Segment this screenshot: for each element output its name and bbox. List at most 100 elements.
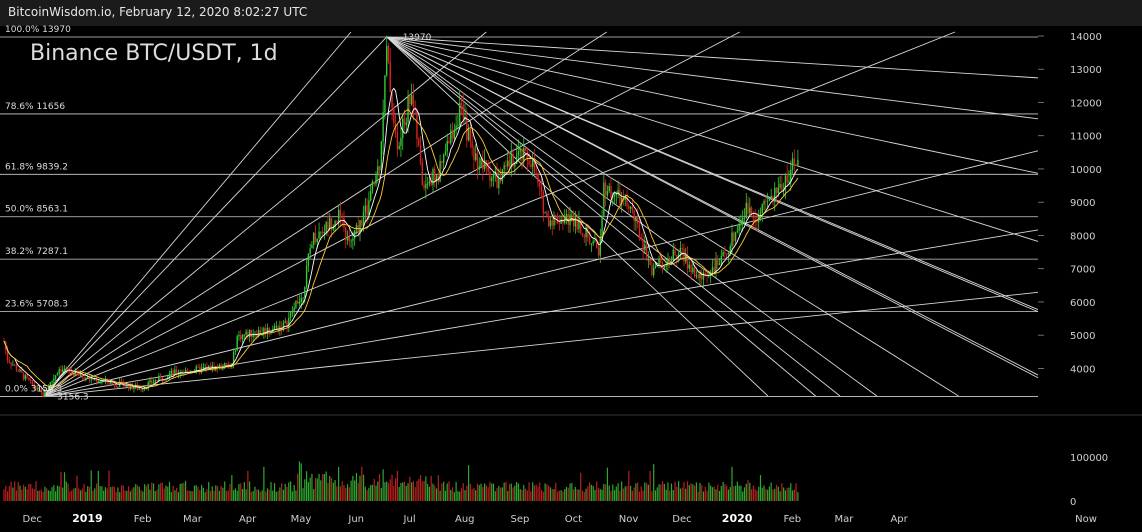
candle-body [478, 166, 480, 170]
candle-body [369, 190, 372, 201]
candle-body [264, 328, 267, 334]
volume-bar [743, 487, 746, 501]
volume-bar [629, 485, 632, 501]
volume-bar [265, 491, 267, 501]
y-tick-label: 11000 [1070, 132, 1102, 143]
candle-body [295, 300, 297, 308]
volume-bar [670, 483, 673, 501]
volume-bar [740, 485, 742, 501]
candle-body [165, 379, 167, 381]
volume-bar [457, 491, 459, 501]
volume-bar [227, 490, 229, 501]
candle-body [159, 375, 162, 377]
fib-label: 61.8% 9839.2 [5, 162, 68, 172]
volume-bar [209, 490, 212, 501]
candle-body [416, 109, 418, 139]
top-bar: BitcoinWisdom.io, February 12, 2020 8:02… [0, 0, 1142, 26]
candle-body [448, 141, 450, 144]
x-tick-label: Dec [23, 514, 42, 525]
swing-low-label: 3156.3 [57, 392, 89, 402]
volume-bar [241, 488, 244, 501]
volume-bar [366, 490, 368, 501]
candle-body [350, 240, 352, 242]
candle-body [752, 214, 755, 219]
candle-body [708, 275, 710, 277]
volume-bar [702, 491, 705, 501]
candle-body [645, 244, 648, 260]
candle-body [759, 212, 762, 215]
candle-body [533, 160, 536, 174]
volume-bar [236, 490, 238, 501]
candle-body [476, 153, 479, 170]
volume-bar [58, 486, 60, 501]
volume-bar [297, 473, 299, 501]
candle-body [697, 274, 699, 278]
volume-bar [690, 483, 692, 501]
x-tick-label: May [291, 514, 312, 525]
candle-body [489, 171, 491, 182]
candle-body [446, 141, 448, 152]
volume-bar [619, 490, 621, 501]
volume-bar [428, 486, 431, 501]
candle-body [510, 153, 512, 167]
candle-body [231, 363, 233, 366]
candle-body [364, 205, 367, 213]
fan-line-down [386, 36, 1039, 242]
candle-body [302, 297, 304, 299]
volume-bar [21, 489, 23, 501]
fib-label: 38.2% 7287.1 [5, 247, 68, 257]
volume-bar [553, 489, 555, 501]
volume-bar [323, 473, 325, 501]
volume-bar [765, 488, 767, 501]
volume-bar [325, 471, 327, 501]
volume-bar [51, 487, 53, 501]
candle-body [126, 384, 128, 387]
fan-line-down [386, 36, 1039, 376]
candle-body [733, 232, 735, 241]
volume-bar [179, 483, 181, 501]
candle-body [142, 389, 144, 391]
candle-body [108, 382, 110, 384]
candle-body [462, 104, 464, 119]
candle-body [307, 253, 310, 266]
candle-body [21, 369, 23, 373]
candle-body [273, 326, 276, 330]
volume-bar [411, 482, 413, 501]
candle-body [44, 390, 46, 397]
candle-body [642, 239, 644, 251]
volume-bar [704, 486, 706, 501]
volume-bar [587, 486, 589, 501]
candle-body [224, 363, 226, 369]
volume-bar [131, 488, 133, 501]
volume-bar [65, 481, 67, 501]
candle-body [138, 388, 140, 390]
volume-bar [564, 488, 566, 501]
candle-body [587, 226, 589, 238]
candle-body [636, 216, 639, 224]
volume-bar [640, 486, 642, 501]
volume-bar [585, 488, 587, 501]
candle-body [435, 175, 438, 182]
volume-bar [560, 490, 562, 501]
volume-bar [233, 490, 235, 501]
volume-bar [327, 482, 329, 501]
volume-bar [115, 492, 117, 501]
volume-bar [521, 490, 523, 501]
candle-body [772, 195, 774, 202]
candle-body [677, 253, 680, 259]
volume-bar [386, 481, 388, 501]
candle-body [638, 223, 641, 239]
candle-body [257, 329, 260, 337]
candle-body [576, 218, 578, 230]
candle-body [428, 181, 431, 184]
candle-body [10, 362, 12, 365]
candle-body [314, 232, 317, 243]
volume-bar [95, 483, 98, 501]
volume-bar [444, 490, 447, 501]
volume-bar [206, 489, 208, 501]
candle-body [583, 235, 585, 238]
volume-bar [220, 485, 222, 501]
candle-body [313, 232, 315, 245]
volume-bar [530, 491, 532, 501]
